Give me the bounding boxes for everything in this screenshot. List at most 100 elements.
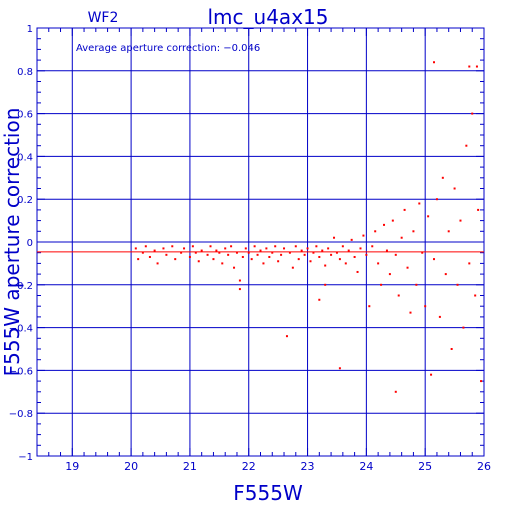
data-point [144,245,147,248]
data-point [335,251,338,254]
data-point [365,253,368,256]
data-point [338,258,341,261]
data-point [206,253,209,256]
data-point [291,266,294,269]
data-point [238,279,241,282]
data-point [400,236,403,239]
data-point [288,251,291,254]
data-point [430,373,433,376]
data-point [285,335,288,338]
data-point [459,219,462,222]
data-point [380,283,383,286]
data-point [475,65,478,68]
data-point [406,266,409,269]
data-point [350,238,353,241]
data-point [262,262,265,265]
data-point [297,258,300,261]
data-point [165,253,168,256]
data-point [338,367,341,370]
data-point [383,223,386,226]
data-point [480,380,483,383]
data-point [227,253,230,256]
data-point [397,294,400,297]
data-point [333,236,336,239]
data-point [391,219,394,222]
data-point [324,264,327,267]
data-point [318,255,321,258]
data-point [141,251,144,254]
axis-ticks [36,27,485,457]
data-point [277,260,280,263]
data-point [347,249,350,252]
data-point [218,251,221,254]
data-point [134,247,137,250]
data-point [315,245,318,248]
data-point [294,245,297,248]
data-point [450,348,453,350]
x-tick-label: 26 [477,460,491,473]
y-axis-label: F555W aperture correction [0,108,24,377]
data-point [330,253,333,256]
data-point [441,176,444,179]
x-axis-label: F555W [233,481,303,505]
data-point [200,249,203,252]
data-point [327,247,330,250]
data-point [156,262,159,265]
data-point [394,390,397,393]
data-point [438,315,441,318]
data-point [312,251,315,254]
data-point [465,144,468,147]
data-point [188,255,191,258]
data-point [427,215,430,218]
data-point [180,251,183,254]
data-point [471,112,474,115]
chart-title: lmc_u4ax15 [208,5,329,29]
y-tick-label: −0.2 [9,281,33,292]
data-point [212,258,215,261]
data-point [433,258,436,261]
data-point [362,234,365,237]
data-point [435,198,438,201]
data-point [474,294,477,297]
data-point [409,311,412,314]
data-point [371,245,374,248]
data-point [377,262,380,265]
data-point [259,249,262,252]
data-point [265,247,268,250]
data-points [134,61,483,393]
data-point [447,230,450,233]
grid-lines [37,28,484,456]
y-tick-label: 0.4 [17,152,33,163]
data-point [324,283,327,286]
data-point [194,251,197,254]
data-point [477,208,480,211]
y-tick-label: 1 [27,24,33,35]
data-point [215,249,218,252]
data-point [183,247,186,250]
data-point [368,305,371,308]
x-tick-label: 22 [242,460,256,473]
data-point [433,61,436,64]
x-tick-label: 19 [65,460,79,473]
data-point [271,251,274,254]
data-point [256,253,259,256]
data-point [468,262,471,265]
data-point [191,245,194,248]
data-point [230,245,233,248]
data-point [415,283,418,286]
data-point [418,202,421,205]
data-point [221,262,224,265]
data-point [171,245,174,248]
x-tick-label: 25 [418,460,432,473]
data-point [250,258,253,261]
y-tick-label: −0.4 [9,324,33,335]
data-point [197,260,200,263]
data-point [224,247,227,250]
data-point [280,253,283,256]
data-point [468,65,471,68]
data-point [318,298,321,301]
data-point [137,258,140,261]
data-point [394,253,397,256]
data-point [268,255,271,258]
